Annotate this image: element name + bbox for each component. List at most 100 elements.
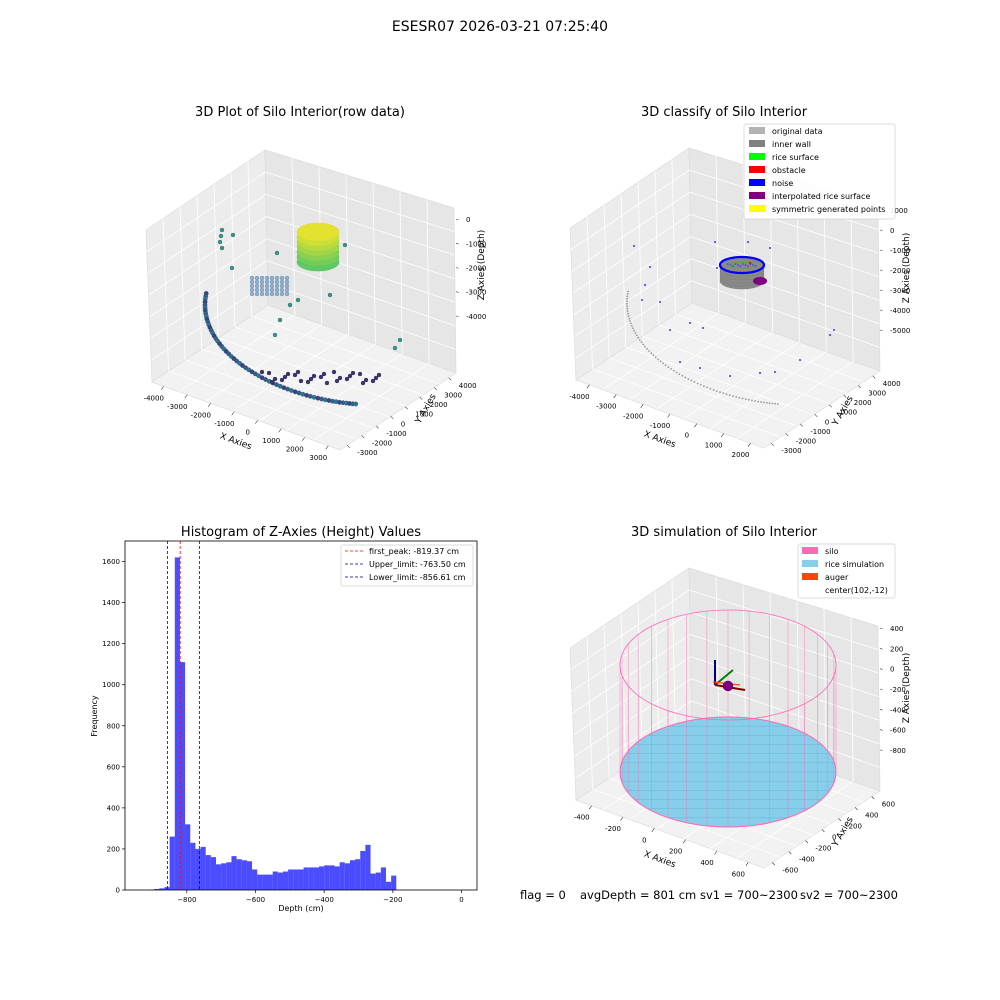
histogram-bar bbox=[344, 863, 350, 890]
raw-point bbox=[219, 227, 225, 233]
histogram-y-tick-label: 200 bbox=[107, 845, 120, 853]
classify-y-tick-label: 4000 bbox=[883, 380, 901, 388]
raw-y-tick-label: 0 bbox=[401, 420, 405, 428]
raw-point bbox=[269, 287, 275, 293]
classify-x-tick-label: 2000 bbox=[732, 451, 750, 459]
histogram-bar bbox=[179, 662, 186, 890]
sim-y-tick-label: -200 bbox=[815, 845, 831, 853]
sim-y-tick-label: 400 bbox=[865, 812, 878, 820]
raw-point bbox=[264, 275, 270, 281]
raw-point bbox=[266, 370, 272, 376]
status-sv1: sv1 = 700~2300 bbox=[700, 888, 798, 902]
grid-line bbox=[570, 589, 690, 671]
figure-suptitle: ESESR07 2026-03-21 07:25:40 bbox=[392, 19, 608, 35]
classify-wall-point bbox=[672, 369, 675, 372]
histogram-bar bbox=[221, 863, 227, 890]
classify-z-tick-label: -4000 bbox=[890, 307, 910, 315]
histogram-bar bbox=[324, 865, 330, 890]
classify-noise-point bbox=[759, 372, 761, 374]
raw-point bbox=[259, 283, 265, 289]
classify-wall-point bbox=[628, 317, 631, 320]
grid-line bbox=[592, 368, 781, 438]
legend-label: center(102,-12) bbox=[825, 586, 888, 595]
raw-point bbox=[264, 287, 270, 293]
grid-line bbox=[625, 346, 814, 416]
grid-line bbox=[620, 193, 627, 348]
raw-point bbox=[350, 370, 356, 376]
sim-silo-top bbox=[619, 609, 837, 721]
sim-x-tick-mark bbox=[745, 862, 749, 867]
histogram-bar bbox=[200, 846, 206, 890]
raw-point bbox=[284, 275, 290, 281]
legend-label: original data bbox=[772, 127, 823, 136]
histogram-bar bbox=[205, 855, 211, 890]
classify-noise-point bbox=[689, 322, 691, 324]
raw-z-tick-mark bbox=[455, 267, 459, 269]
sim-x-tick-label: -400 bbox=[574, 814, 590, 822]
grid-line bbox=[823, 609, 827, 772]
raw-point bbox=[269, 279, 275, 285]
classify-wall-point bbox=[771, 402, 774, 405]
raw-point bbox=[298, 378, 304, 384]
legend-swatch bbox=[749, 192, 765, 199]
classify-noise-point bbox=[774, 371, 776, 373]
histogram-xlabel: Depth (cm) bbox=[278, 904, 323, 913]
classify-y-tick-mark bbox=[814, 414, 818, 418]
classify-z-tick-mark bbox=[879, 289, 883, 292]
raw-y-tick-mark bbox=[434, 387, 437, 391]
sim-silo-bottom bbox=[619, 716, 837, 828]
raw-point bbox=[229, 265, 235, 271]
grid-line bbox=[675, 313, 864, 383]
histogram-bar bbox=[288, 869, 294, 890]
raw-x-tick-mark bbox=[208, 403, 211, 407]
histogram-x-tick-label: 0 bbox=[459, 896, 463, 904]
legend-swatch bbox=[749, 153, 765, 160]
histogram-bar bbox=[339, 862, 345, 890]
sim-z-tick-mark bbox=[879, 708, 883, 711]
raw-x-tick-label: 2000 bbox=[286, 445, 304, 453]
sim-z-tick-mark bbox=[879, 668, 883, 670]
classify-y-tick-mark bbox=[800, 423, 803, 427]
raw-point bbox=[219, 245, 225, 251]
classify-y-tick-label: -1000 bbox=[810, 428, 830, 436]
sim-x-tick-mark bbox=[620, 816, 624, 821]
histogram-y-tick-label: 800 bbox=[107, 722, 120, 730]
sim-center-marker bbox=[722, 680, 734, 692]
grid-line bbox=[691, 280, 880, 348]
classify-noise-point bbox=[833, 329, 835, 331]
sim-y-tick-mark bbox=[838, 818, 842, 822]
raw-x-tick-mark bbox=[278, 428, 282, 433]
histogram-legend: first_peak: -819.37 cm Upper_limit: -763.… bbox=[340, 544, 474, 587]
grid-line bbox=[656, 331, 773, 410]
classify-wall-point bbox=[642, 343, 645, 346]
histogram-bar bbox=[365, 844, 371, 890]
classify-noise-point bbox=[754, 265, 757, 267]
legend-swatch bbox=[802, 547, 818, 554]
histogram-bar bbox=[174, 557, 180, 890]
sim-y-tick-mark bbox=[854, 807, 858, 811]
raw-y-tick-mark bbox=[405, 406, 408, 410]
histogram-bar bbox=[298, 869, 304, 890]
histogram-bar bbox=[262, 874, 268, 890]
grid-line bbox=[286, 353, 403, 431]
histogram-bar bbox=[355, 859, 361, 890]
raw-z-tick-label: -1000 bbox=[466, 240, 486, 248]
classify-wall-point bbox=[738, 396, 741, 399]
legend-label: Upper_limit: -763.50 cm bbox=[369, 560, 466, 569]
raw-point bbox=[311, 373, 317, 379]
panel-classify-xlabel: X Axies bbox=[642, 430, 677, 451]
grid-line bbox=[642, 335, 831, 405]
raw-point bbox=[397, 337, 403, 343]
classify-x-tick-mark bbox=[694, 423, 698, 428]
raw-point bbox=[259, 291, 265, 297]
classify-noise-point bbox=[729, 375, 731, 377]
classify-z-tick-label: -2000 bbox=[890, 267, 910, 275]
classify-wall-point bbox=[667, 366, 670, 368]
histogram-bar bbox=[185, 824, 191, 890]
classify-noise-point bbox=[714, 241, 716, 243]
classify-noise-point bbox=[747, 265, 749, 267]
classify-wall-point bbox=[684, 376, 687, 379]
classify-wall-point bbox=[626, 302, 628, 305]
classify-noise-point bbox=[716, 267, 718, 269]
classify-wall-point bbox=[748, 398, 750, 401]
